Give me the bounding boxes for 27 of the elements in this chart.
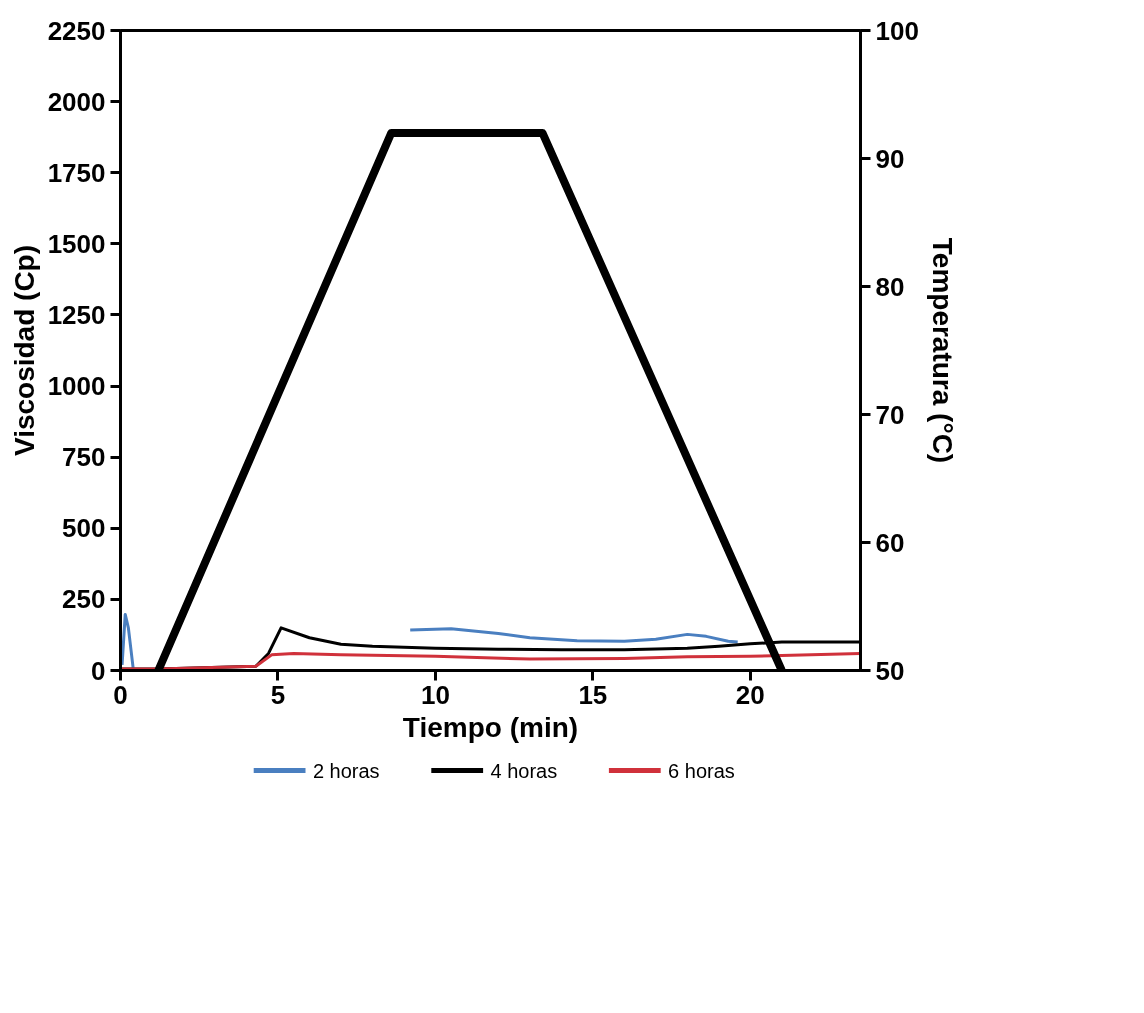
x-tick-label: 0 [113,679,128,710]
y-tick-label: 750 [62,442,106,473]
x-axis-title: Tiempo (min) [402,711,579,743]
y-tick-label: 1250 [47,299,106,330]
y2-tick-label: 60 [875,527,905,558]
legend-label: 2 horas [312,759,380,782]
legend-label: 4 horas [490,759,558,782]
y2-axis-title: Temperatura (°C) [926,237,958,464]
y-tick-label: 1500 [47,228,106,259]
y-tick-label: 250 [62,584,106,615]
y2-tick-label: 100 [875,15,919,46]
y2-tick-label: 70 [875,399,905,430]
y-axis-title: Viscosidad (Cp) [8,244,40,457]
x-tick-label: 5 [270,679,286,710]
x-tick-label: 20 [735,679,765,710]
legend-label: 6 horas [668,759,735,782]
y-tick-label: 1000 [47,371,106,402]
x-tick-label: 10 [420,679,450,710]
y2-tick-label: 80 [875,271,905,302]
y2-tick-label: 90 [875,143,905,174]
y-tick-label: 2250 [47,15,106,46]
y-tick-label: 1750 [47,157,106,188]
y-tick-label: 2000 [47,86,106,117]
x-tick-label: 15 [578,679,608,710]
y2-tick-label: 50 [875,655,905,686]
y-tick-label: 0 [91,655,106,686]
y-tick-label: 500 [62,513,106,544]
